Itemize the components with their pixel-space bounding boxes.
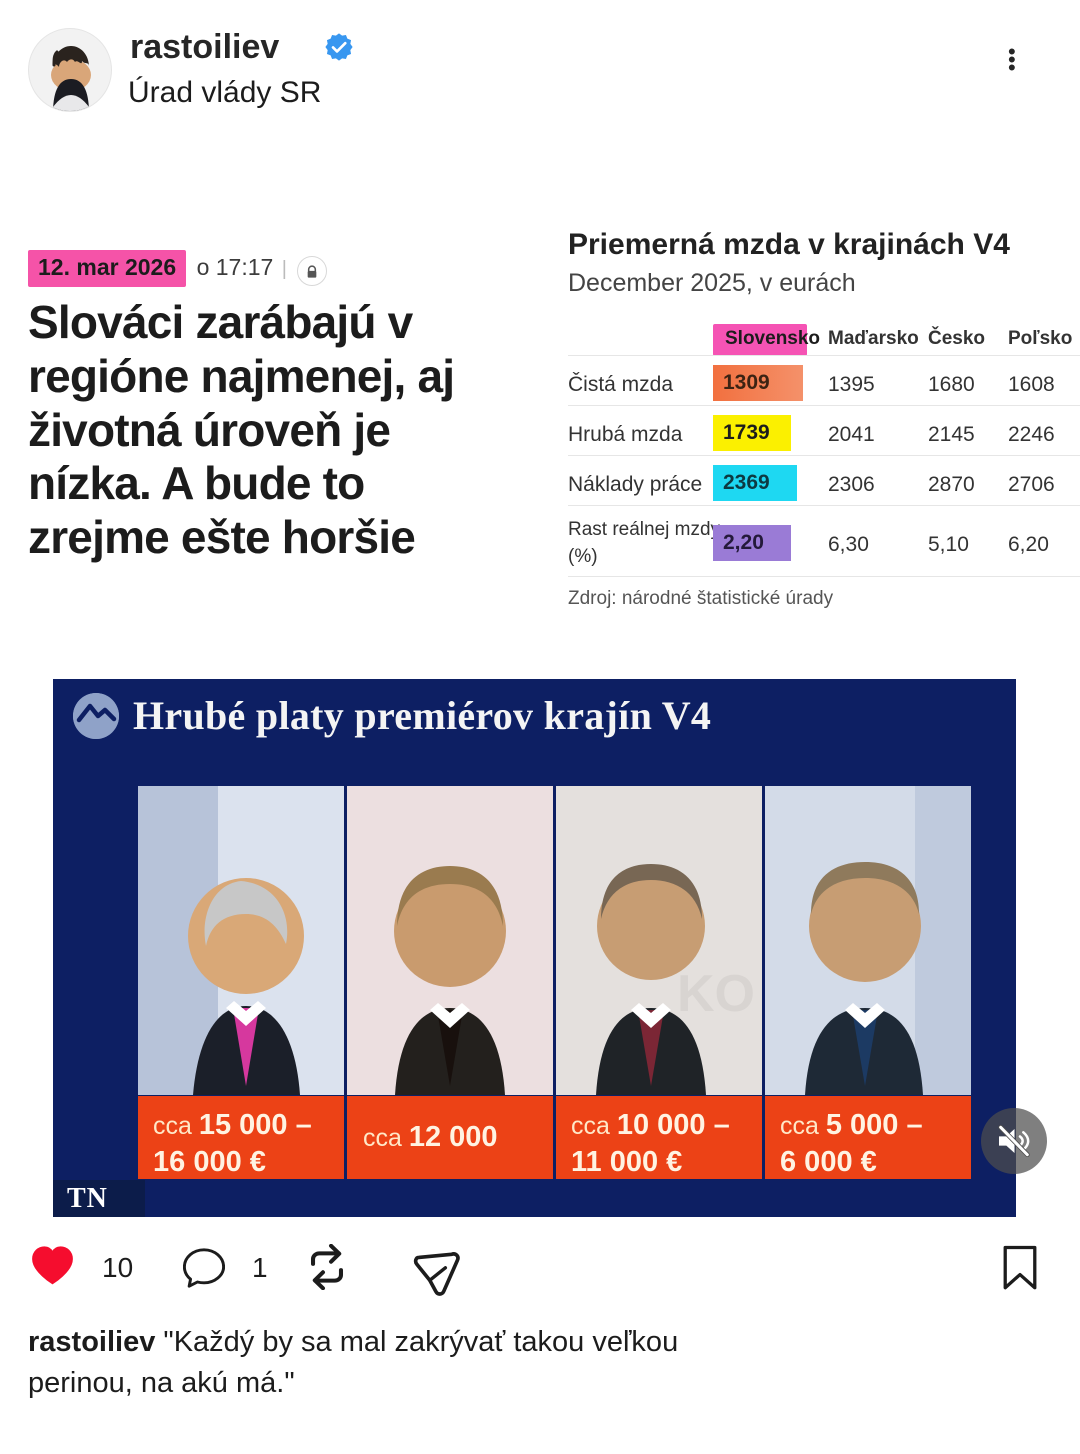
svg-text:KO: KO [677, 965, 755, 1023]
